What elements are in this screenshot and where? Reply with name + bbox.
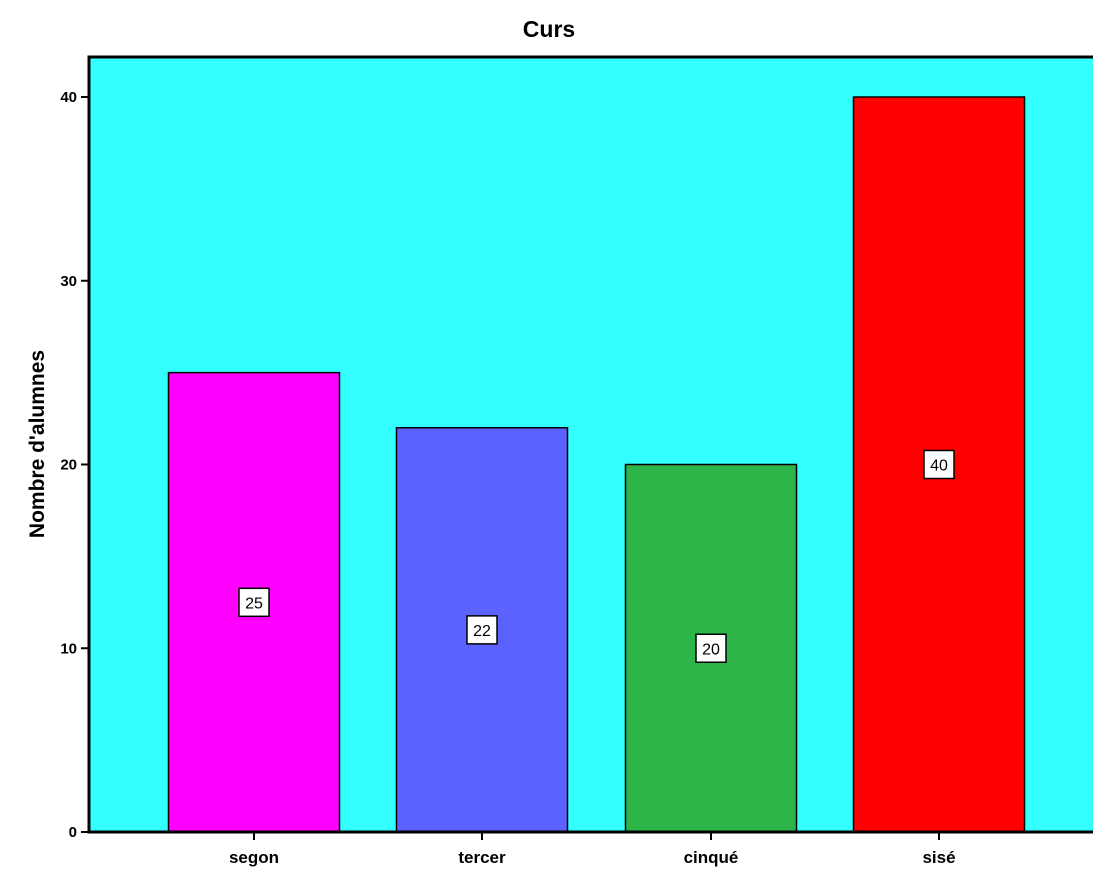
x-tick-label: sisé <box>922 848 955 867</box>
y-tick-label: 0 <box>69 824 77 841</box>
x-tick-label: cinqué <box>684 848 739 867</box>
data-label-box <box>695 633 727 663</box>
x-tick-label: segon <box>229 848 279 867</box>
y-tick-label: 10 <box>60 640 77 657</box>
data-label-box <box>238 587 270 618</box>
y-axis-label: Nombre d'alumnes <box>26 350 49 538</box>
y-tick-label: 30 <box>60 273 77 290</box>
data-label: 25 <box>245 595 263 612</box>
chart-title: Curs <box>523 16 575 42</box>
y-tick-label: 40 <box>60 89 77 106</box>
data-label-box <box>923 449 955 480</box>
x-tick-label: tercer <box>458 848 506 867</box>
data-label: 20 <box>702 641 720 658</box>
data-label: 40 <box>930 458 948 475</box>
data-label-box <box>466 615 498 645</box>
data-label: 22 <box>473 623 491 640</box>
y-tick-label: 20 <box>60 457 77 474</box>
